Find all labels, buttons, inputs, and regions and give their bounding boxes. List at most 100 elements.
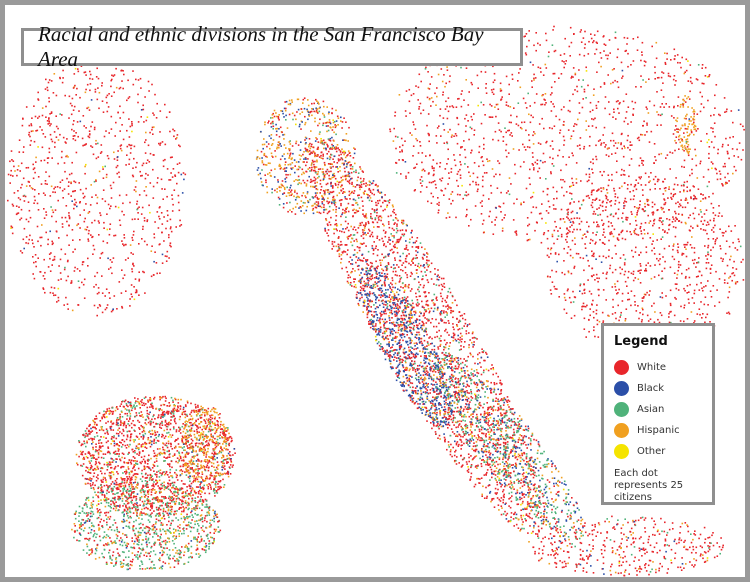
population-dot	[396, 225, 398, 227]
population-dot	[140, 491, 142, 494]
population-dot	[466, 365, 468, 368]
population-dot	[131, 486, 133, 488]
population-dot	[200, 467, 202, 469]
population-dot	[214, 484, 217, 486]
population-dot	[137, 530, 140, 533]
population-dot	[146, 406, 149, 409]
population-dot	[479, 457, 481, 460]
population-dot	[355, 238, 358, 241]
population-dot	[339, 244, 342, 246]
population-dot	[133, 495, 135, 498]
population-dot	[162, 512, 164, 515]
population-dot	[92, 441, 94, 443]
population-dot	[406, 296, 409, 298]
population-dot	[111, 436, 113, 438]
population-dot	[226, 458, 229, 460]
population-dot	[503, 496, 505, 499]
population-dot	[106, 518, 108, 520]
population-dot	[452, 336, 454, 339]
population-dot	[156, 476, 158, 478]
population-dot	[183, 496, 186, 499]
population-dot	[310, 151, 313, 154]
population-dot	[138, 547, 140, 549]
population-dot	[205, 542, 207, 545]
population-dot	[434, 408, 437, 411]
population-dot	[130, 459, 133, 462]
population-dot	[94, 463, 97, 466]
population-dot	[512, 428, 515, 431]
population-dot	[217, 427, 220, 429]
population-dot	[159, 559, 161, 562]
population-dot	[466, 408, 469, 411]
population-dot	[339, 151, 342, 153]
population-dot	[108, 518, 111, 520]
population-dot	[134, 475, 137, 478]
population-dot	[469, 424, 472, 426]
population-dot	[185, 467, 188, 470]
population-dot	[143, 426, 145, 429]
population-dot	[203, 519, 206, 522]
population-dot	[368, 187, 371, 190]
population-dot	[80, 525, 83, 527]
population-dot	[332, 176, 335, 178]
population-dot	[88, 438, 90, 441]
population-dot	[130, 481, 132, 484]
population-dot	[497, 428, 500, 431]
population-dot	[182, 521, 185, 523]
population-dot	[344, 209, 346, 212]
population-dot	[515, 513, 518, 516]
population-dot	[84, 482, 87, 485]
population-dot	[400, 236, 402, 239]
population-dot	[141, 480, 143, 483]
population-dot	[126, 462, 128, 464]
population-dot	[180, 480, 183, 482]
population-dot	[394, 356, 396, 358]
population-dot	[87, 433, 89, 436]
population-dot	[200, 476, 203, 479]
population-dot	[413, 306, 415, 309]
population-dot	[88, 539, 90, 542]
population-dot	[200, 496, 202, 498]
population-dot	[86, 427, 88, 430]
population-dot	[218, 452, 220, 454]
population-dot	[214, 469, 217, 472]
population-dot	[511, 484, 513, 486]
population-dot	[167, 508, 170, 511]
population-dot	[154, 530, 157, 532]
population-dot	[195, 419, 197, 422]
population-dot	[114, 493, 116, 495]
population-dot	[159, 557, 161, 559]
population-dot	[195, 442, 198, 444]
population-dot	[385, 269, 388, 272]
population-dot	[80, 464, 82, 467]
population-dot	[105, 479, 107, 481]
population-dot	[150, 491, 153, 493]
population-dot	[200, 514, 203, 516]
population-dot	[187, 441, 189, 443]
population-dot	[480, 380, 482, 383]
population-dot	[437, 269, 439, 271]
population-dot	[149, 424, 152, 426]
population-dot	[177, 437, 179, 440]
population-dot	[398, 310, 400, 312]
population-dot	[116, 483, 118, 486]
population-dot	[75, 510, 77, 513]
population-dot	[185, 441, 187, 443]
population-dot	[106, 461, 108, 464]
population-dot	[127, 405, 129, 408]
population-dot	[213, 517, 215, 520]
population-dot	[496, 447, 499, 449]
population-dot	[351, 204, 354, 206]
population-dot	[389, 304, 391, 307]
population-dot	[199, 408, 202, 411]
population-dot	[126, 542, 128, 545]
population-dot	[158, 490, 161, 493]
population-dot	[209, 421, 212, 423]
population-dot	[146, 463, 149, 465]
population-dot	[489, 416, 492, 419]
population-dot	[511, 412, 513, 415]
population-dot	[147, 530, 150, 533]
population-dot	[347, 154, 349, 156]
population-dot	[469, 377, 471, 380]
population-dot	[149, 433, 152, 435]
